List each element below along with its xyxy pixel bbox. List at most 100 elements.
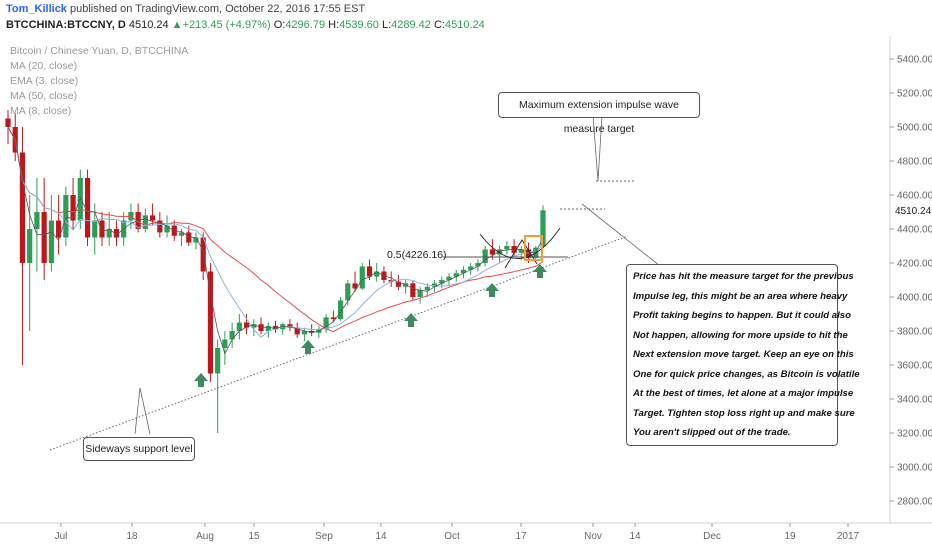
x-tick-label: 14 [629,531,641,542]
note-line: Impulse leg, this might be an area where… [633,290,848,302]
candle-body [410,283,416,297]
legend-ma20[interactable]: MA (20, close) [10,60,78,72]
candle-body [497,249,503,255]
x-tick-label: 15 [248,531,260,542]
chart-header: Tom_Killick published on TradingView.com… [0,0,932,36]
candle-body [359,266,365,289]
y-tick-label: 3800.00 [897,327,932,338]
candle-body [403,283,409,287]
candle-body [19,152,26,263]
max-extension-note: Maximum extension impulse wave measure t… [498,92,700,135]
candle-body [453,273,459,277]
candle-body [178,232,185,236]
publish-text: published on TradingView.com, October 22… [66,3,366,15]
note-line: Profit taking begins to happen. But it c… [633,310,851,321]
candle-body [301,331,308,335]
swing-peak [504,239,538,269]
note-line: One for quick price changes, as Bitcoin … [633,368,860,380]
x-tick-label: Sep [315,531,333,542]
low-label: L: [381,19,392,31]
candle-body [374,271,380,277]
y-tick-label: 3000.00 [897,463,932,474]
last-price-tag: 4510.24 [895,206,932,217]
candle-body [56,220,62,238]
buy-arrow-icon [301,340,315,354]
x-tick-label: Dec [703,531,721,542]
y-tick-label: 2800.00 [897,497,932,508]
fib-level-label: 0.5(4226.16) [387,249,447,261]
candle-body [417,290,423,297]
low-value: 4289.42 [391,19,431,31]
candle-body [395,281,402,287]
candle-body [5,118,11,127]
author-link[interactable]: Tom_Killick [6,3,67,15]
y-tick-label: 3600.00 [897,361,932,372]
candle-body [106,229,112,238]
candle-body [186,232,192,243]
candle-body [446,276,452,280]
candle-body [337,300,344,320]
support-level-note: Sideways support level [83,437,195,461]
price-chart[interactable]: 2800.00 3000.00 3200.00 3400.00 3600.00 3800.… [0,36,932,550]
legend-ma50[interactable]: MA (50, close) [10,90,78,102]
price-analysis-note: Price has hit the measure target for the… [626,264,860,446]
candle-body [243,322,250,328]
candle-body [99,220,105,238]
candle-body [193,237,199,243]
y-tick-label: 3200.00 [897,429,932,440]
last-price: 4510.24 [128,19,169,31]
open-value: 4296.79 [285,19,326,31]
candle-body [222,339,228,348]
candle-body [142,215,148,229]
legend-title: Bitcoin / Chinese Yuan, D, BTCCHINA [10,45,189,57]
candle-body [92,220,98,238]
y-tick-label: 5400.00 [897,55,932,66]
candle-body [48,220,54,263]
extension-callout [592,115,603,182]
x-tick-label: Oct [444,531,460,542]
note-line: Target. Tighten stop loss right up and m… [633,407,855,419]
note-line: Next extension move target. Keep an eye … [633,349,854,360]
candle-body [468,266,474,270]
legend-ma8[interactable]: MA (8, close) [10,105,72,117]
open-label: O: [273,19,286,31]
high-value: 4539.60 [339,19,379,31]
candle-body [475,263,481,267]
candle-body [482,249,488,263]
candle-body [431,283,438,287]
candle-body [504,246,510,250]
x-tick-label: 19 [784,531,796,542]
candle-body [345,283,351,301]
candle-body [200,237,206,272]
high-label: H: [328,19,340,31]
candle-body [34,212,40,229]
candle-body [518,249,524,253]
x-tick-label: 14 [375,531,387,542]
note-line: You aren't slipped out of the trade. [633,427,791,438]
candle-body [84,178,91,238]
candle-body [309,331,315,333]
x-tick-label: 17 [515,531,527,542]
y-tick-label: 4600.00 [897,191,932,202]
buy-arrow-icon [485,283,499,297]
candle-body [439,280,445,284]
x-tick-label: Aug [196,531,214,542]
ma50-line [7,126,544,333]
candle-body [207,271,214,374]
candle-body [70,195,76,221]
y-tick-label: 4800.00 [897,157,932,168]
candle-body [489,249,495,255]
candle-body [215,348,221,374]
candle-body [540,210,546,247]
candle-body [164,225,170,233]
close-value: 4510.24 [444,19,485,31]
candle-body [294,327,300,335]
note-line: Not happen, allowing for more upside to … [633,329,848,341]
note-line: Price has hit the measure target for the… [633,271,854,282]
y-tick-label: 4400.00 [897,225,932,236]
y-tick-label: 5000.00 [897,123,932,134]
price-note-callout [581,203,675,267]
ohlc-line: BTCCHINA:BTCCNY, D 4510.24 ▲+213.45 (+4.… [6,19,485,31]
note-line: At the best of times, let alone at a maj… [633,388,854,399]
legend-ema3[interactable]: EMA (3, close) [10,75,79,87]
